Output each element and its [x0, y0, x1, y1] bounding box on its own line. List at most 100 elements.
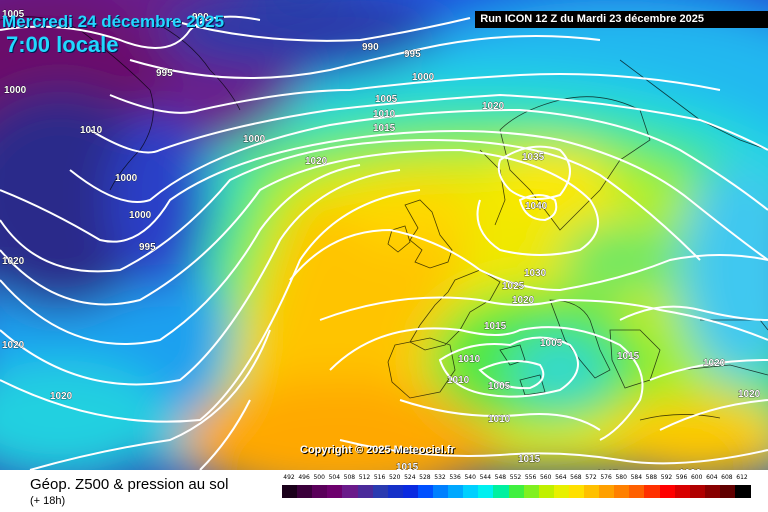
isobar-label: 990	[192, 12, 209, 23]
legend-swatch	[719, 485, 736, 498]
isobar-label: 1000	[129, 210, 152, 221]
isobar-label: 1020	[305, 156, 328, 167]
legend-value: 516	[373, 474, 386, 481]
isobars	[0, 15, 768, 470]
legend-value: 604	[706, 474, 718, 481]
isobar-label: 1015	[396, 462, 419, 470]
legend-swatch	[674, 485, 691, 498]
isobar-label: 1020	[512, 295, 535, 306]
legend-value: 568	[570, 474, 582, 481]
isobar-label: 1010	[373, 109, 396, 120]
isobar-label: 1020	[703, 358, 726, 369]
legend-value: 564	[555, 474, 567, 481]
forecast-lead-time: (+ 18h)	[30, 495, 66, 507]
legend-swatch	[568, 485, 585, 498]
isobar-label: 1020	[2, 256, 25, 267]
isobar-label: 1005	[488, 381, 511, 392]
legend-value: 556	[524, 474, 537, 481]
geopotential-field	[0, 0, 768, 470]
legend-value: 576	[600, 474, 612, 481]
legend-value: 580	[615, 474, 627, 481]
legend-value: 504	[328, 474, 341, 481]
legend-value: 540	[464, 474, 476, 481]
isobar-labels: 1005 990 1000 995 1010 990 995 1000 1005 1010 1015…	[2, 9, 761, 470]
legend-swatch	[584, 485, 600, 498]
isobar-label: 1005	[2, 9, 25, 20]
coastlines	[0, 16, 768, 421]
legend-value: 500	[313, 474, 325, 481]
legend-swatch	[644, 485, 660, 498]
legend-value: 600	[690, 474, 703, 481]
isobar-label: 1015	[373, 123, 396, 134]
legend-value: 544	[479, 474, 492, 481]
legend-swatch	[553, 485, 570, 498]
legend-swatch	[448, 485, 464, 498]
legend-swatch	[433, 485, 449, 498]
legend-value: 536	[449, 474, 461, 481]
legend-swatch	[523, 485, 540, 498]
legend-value: 528	[419, 474, 431, 481]
legend-swatch	[327, 485, 343, 498]
legend-swatch	[387, 485, 404, 498]
isobar-label: 1000	[243, 134, 266, 145]
legend-swatch	[312, 485, 328, 498]
isobar-label: 1015	[617, 351, 640, 362]
isobar-label: 1025	[502, 281, 525, 292]
legend-value: 508	[343, 474, 356, 481]
legend-swatch	[735, 485, 751, 498]
isobar-label: 1000	[115, 173, 138, 184]
isobar-label: 1010	[488, 414, 511, 425]
legend-swatch	[342, 485, 358, 498]
legend-value: 512	[358, 474, 371, 481]
legend-value: 584	[630, 474, 643, 481]
isobar-label: 1000	[4, 85, 27, 96]
footer-bar: Géop. Z500 & pression au sol (+ 18h) 492…	[0, 470, 768, 512]
isobar-label: 1005	[375, 94, 398, 105]
legend-swatch	[493, 485, 509, 498]
legend-swatch	[478, 485, 494, 498]
isobar-label: 1030	[524, 268, 547, 279]
legend-swatch	[508, 485, 525, 498]
legend-swatch	[599, 485, 615, 498]
legend-value: 532	[434, 474, 446, 481]
isobar-label: 1020	[2, 340, 25, 351]
legend-swatch	[402, 485, 419, 498]
legend-value: 588	[645, 474, 658, 481]
isobar-label: 1000	[412, 72, 435, 83]
legend-swatch	[659, 485, 676, 498]
legend-swatch	[282, 485, 298, 498]
legend-value: 612	[736, 474, 748, 481]
legend-swatch	[629, 485, 645, 498]
isobar-label: 1020	[482, 101, 505, 112]
isobar-label: 1010	[80, 125, 103, 136]
isobar-label: 1010	[458, 354, 481, 365]
map-canvas: 1005 990 1000 995 1010 990 995 1000 1005 1010 1015…	[0, 0, 768, 470]
isobar-label: 1015	[518, 454, 541, 465]
legend-value: 592	[660, 474, 673, 481]
isobar-label: 995	[404, 49, 421, 60]
legend-value: 520	[388, 474, 401, 481]
isobar-label: 1040	[525, 201, 548, 212]
legend-value: 524	[404, 474, 416, 481]
legend-swatch	[614, 485, 630, 498]
legend-swatch	[297, 485, 313, 498]
isobar-label: 995	[156, 68, 173, 79]
chart-title: Géop. Z500 & pression au sol	[30, 476, 229, 493]
legend-swatch	[538, 485, 555, 498]
legend-swatch	[689, 485, 706, 498]
legend-swatch	[704, 485, 721, 498]
isobar-label: 995	[139, 242, 156, 253]
isobar-label: 1020	[50, 391, 73, 402]
color-scale-legend: 492 496 500 504 508 512 516 520 524 528 532 536 540 5…	[282, 474, 751, 508]
legend-value: 496	[298, 474, 310, 481]
legend-swatch	[357, 485, 374, 498]
legend-value: 608	[721, 474, 733, 481]
legend-value: 572	[585, 474, 597, 481]
isobar-label: 1020	[679, 468, 702, 470]
isobar-label: 1015	[484, 321, 507, 332]
legend-value: 552	[509, 474, 522, 481]
isobar-label: 1005	[540, 338, 563, 349]
legend-swatch	[372, 485, 389, 498]
isobar-label: 1015	[596, 469, 619, 470]
